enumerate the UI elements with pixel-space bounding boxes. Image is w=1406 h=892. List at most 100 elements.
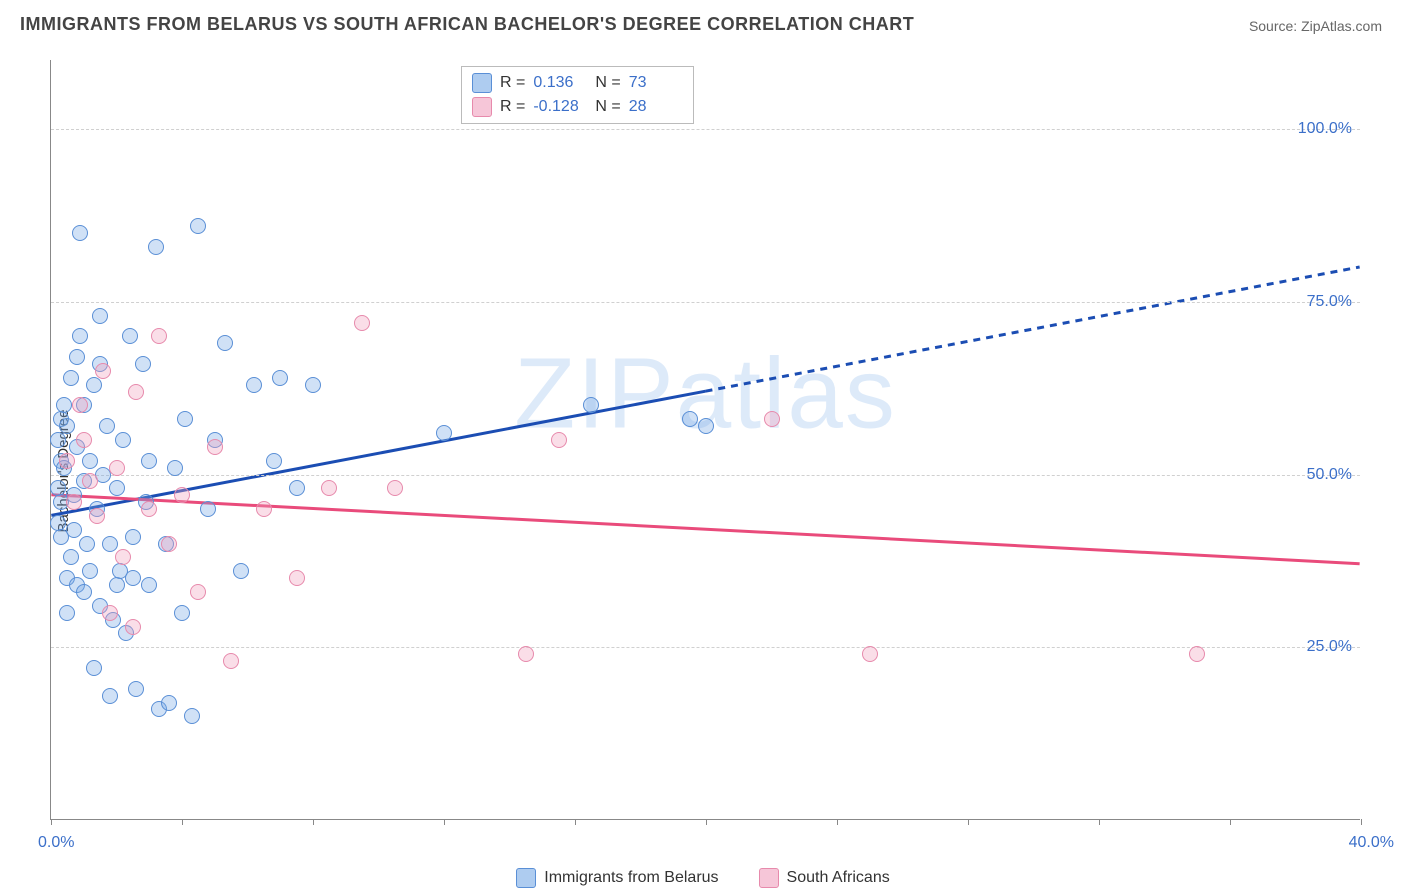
scatter-plot: ZIPatlas R = 0.136 N = 73 R = -0.128 N =… — [50, 60, 1360, 820]
x-axis-min-label: 0.0% — [38, 834, 74, 852]
gridline — [51, 475, 1360, 476]
data-point — [92, 308, 108, 324]
data-point — [682, 411, 698, 427]
swatch-icon — [472, 73, 492, 93]
data-point — [167, 460, 183, 476]
swatch-icon — [759, 868, 779, 888]
x-tick — [182, 819, 183, 825]
data-point — [246, 377, 262, 393]
x-tick — [1361, 819, 1362, 825]
data-point — [99, 418, 115, 434]
data-point — [115, 432, 131, 448]
data-point — [190, 218, 206, 234]
legend-item-belarus: Immigrants from Belarus — [516, 868, 718, 888]
data-point — [266, 453, 282, 469]
data-point — [125, 619, 141, 635]
chart-container: Bachelor's Degree ZIPatlas R = 0.136 N =… — [0, 50, 1406, 892]
source-credit: Source: ZipAtlas.com — [1249, 18, 1382, 34]
data-point — [233, 563, 249, 579]
legend-item-sa: South Africans — [759, 868, 890, 888]
trend-line — [706, 267, 1360, 391]
x-tick — [1099, 819, 1100, 825]
stat-value-R-sa: -0.128 — [533, 98, 587, 116]
swatch-icon — [516, 868, 536, 888]
data-point — [115, 549, 131, 565]
data-point — [862, 646, 878, 662]
data-point — [151, 328, 167, 344]
gridline — [51, 129, 1360, 130]
data-point — [128, 681, 144, 697]
data-point — [76, 432, 92, 448]
stat-label-R: R = — [500, 98, 525, 116]
stat-label-R: R = — [500, 74, 525, 92]
data-point — [764, 411, 780, 427]
data-point — [50, 432, 66, 448]
data-point — [72, 397, 88, 413]
data-point — [518, 646, 534, 662]
legend-label: South Africans — [787, 869, 890, 887]
data-point — [56, 397, 72, 413]
data-point — [66, 494, 82, 510]
data-point — [76, 584, 92, 600]
y-tick-label: 100.0% — [1298, 120, 1352, 138]
data-point — [698, 418, 714, 434]
stat-value-R-belarus: 0.136 — [533, 74, 587, 92]
data-point — [387, 480, 403, 496]
data-point — [63, 370, 79, 386]
data-point — [177, 411, 193, 427]
stat-label-N: N = — [595, 98, 620, 116]
data-point — [59, 453, 75, 469]
page-title: IMMIGRANTS FROM BELARUS VS SOUTH AFRICAN… — [20, 14, 914, 35]
data-point — [109, 480, 125, 496]
x-tick — [837, 819, 838, 825]
data-point — [305, 377, 321, 393]
data-point — [125, 529, 141, 545]
stats-row-belarus: R = 0.136 N = 73 — [472, 71, 683, 95]
x-tick — [1230, 819, 1231, 825]
stat-value-N-belarus: 73 — [629, 74, 683, 92]
data-point — [174, 605, 190, 621]
x-tick — [706, 819, 707, 825]
data-point — [125, 570, 141, 586]
data-point — [82, 563, 98, 579]
data-point — [89, 508, 105, 524]
data-point — [72, 328, 88, 344]
data-point — [72, 225, 88, 241]
data-point — [256, 501, 272, 517]
trend-lines — [51, 60, 1360, 819]
data-point — [354, 315, 370, 331]
data-point — [148, 239, 164, 255]
data-point — [66, 522, 82, 538]
source-label: Source: — [1249, 18, 1297, 34]
data-point — [184, 708, 200, 724]
data-point — [135, 356, 151, 372]
data-point — [95, 363, 111, 379]
stats-legend-box: R = 0.136 N = 73 R = -0.128 N = 28 — [461, 66, 694, 124]
data-point — [102, 605, 118, 621]
data-point — [174, 487, 190, 503]
data-point — [82, 453, 98, 469]
data-point — [161, 695, 177, 711]
swatch-icon — [472, 97, 492, 117]
x-axis-legend: Immigrants from Belarus South Africans — [0, 868, 1406, 888]
data-point — [272, 370, 288, 386]
data-point — [141, 577, 157, 593]
data-point — [289, 480, 305, 496]
data-point — [207, 439, 223, 455]
data-point — [86, 377, 102, 393]
data-point — [289, 570, 305, 586]
trend-line — [51, 495, 1359, 564]
data-point — [161, 536, 177, 552]
data-point — [128, 384, 144, 400]
data-point — [321, 480, 337, 496]
data-point — [1189, 646, 1205, 662]
legend-label: Immigrants from Belarus — [544, 869, 718, 887]
stat-label-N: N = — [595, 74, 620, 92]
data-point — [122, 328, 138, 344]
data-point — [551, 432, 567, 448]
gridline — [51, 302, 1360, 303]
data-point — [200, 501, 216, 517]
data-point — [436, 425, 452, 441]
data-point — [223, 653, 239, 669]
data-point — [141, 501, 157, 517]
